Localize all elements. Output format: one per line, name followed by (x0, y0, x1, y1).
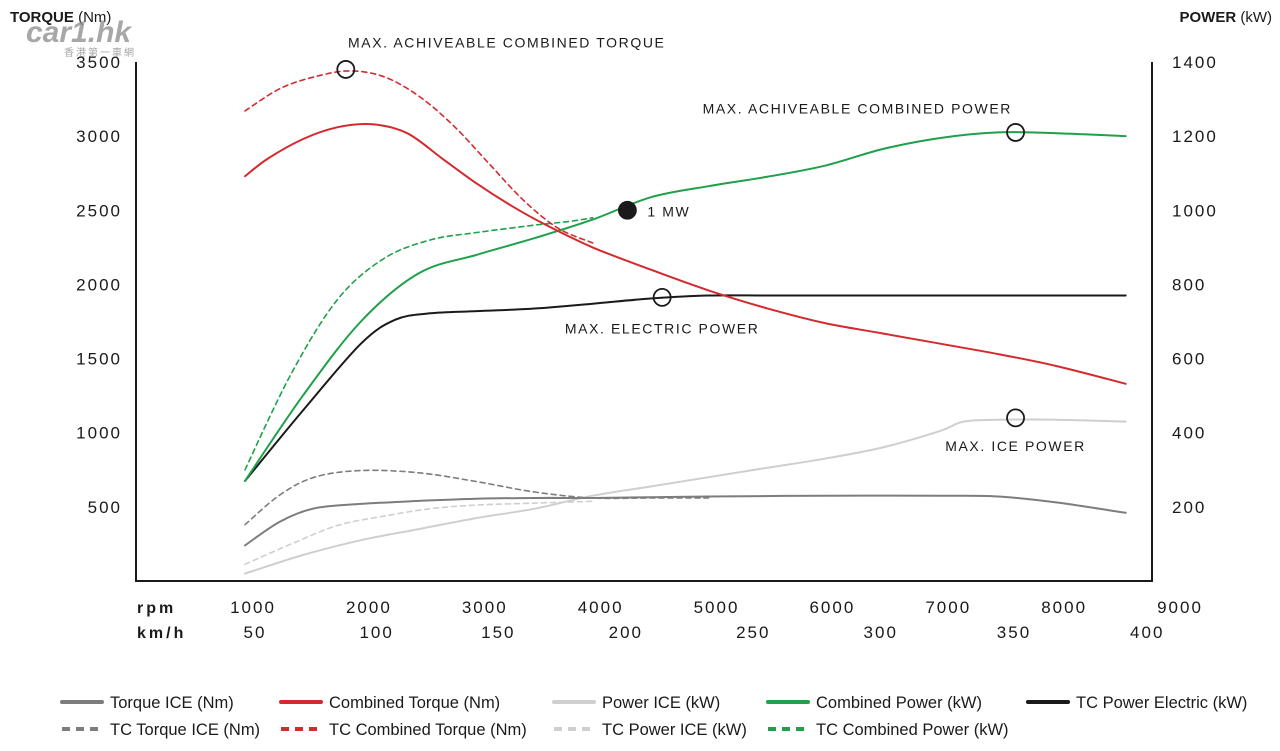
left-tick-label: 1500 (76, 350, 122, 369)
chart-legend: Torque ICE (Nm) Combined Torque (Nm) Power… (60, 694, 1247, 739)
legend-label: Combined Power (kW) (816, 694, 982, 712)
rpm-tick-label: 2000 (346, 598, 392, 617)
kmh-tick-label: 200 (609, 623, 643, 642)
kmh-tick-label: 250 (736, 623, 770, 642)
kmh-tick-label: 400 (1130, 623, 1164, 642)
kmh-axis-label: km/h (137, 625, 186, 642)
legend-label: Power ICE (kW) (602, 694, 720, 712)
legend-label: Torque ICE (Nm) (110, 694, 234, 712)
left-tick-label: 3500 (76, 53, 122, 72)
kmh-tick-label: 100 (359, 623, 393, 642)
rpm-tick-label: 1000 (230, 598, 276, 617)
right-tick-label: 200 (1172, 498, 1206, 517)
series-line-tc-combined-torque (244, 70, 594, 244)
series-line-tc-combined-power (244, 216, 594, 471)
series-line-torque-ice (244, 494, 1127, 547)
kmh-tick-label: 300 (864, 623, 898, 642)
left-tick-label: 1000 (76, 424, 122, 443)
legend-label: TC Power Electric (kW) (1076, 694, 1247, 712)
right-tick-label: 1000 (1172, 201, 1218, 220)
right-axis-title: POWER (kW) (1180, 9, 1273, 26)
kmh-tick-label: 50 (244, 623, 267, 642)
chart-annotations: MAX. ACHIVEABLE COMBINED TORQUE MAX. ACHI… (336, 34, 1086, 454)
annotation-marker (652, 288, 672, 307)
rpm-tick-label: 3000 (462, 598, 508, 617)
annotation-label: MAX. ELECTRIC POWER (565, 320, 760, 336)
left-axis-title: TORQUE (Nm) (10, 9, 111, 26)
rpm-tick-label: 7000 (925, 598, 971, 617)
right-tick-label: 600 (1172, 350, 1206, 369)
rpm-tick-label: 9000 (1157, 598, 1203, 617)
kmh-tick-label: 150 (481, 623, 515, 642)
series-line-power-ice (244, 418, 1127, 575)
rpm-tick-label: 8000 (1041, 598, 1087, 617)
annotation-marker (336, 60, 356, 79)
series-line-combined-power (244, 131, 1127, 482)
annotation-label: MAX. ACHIVEABLE COMBINED POWER (703, 100, 1012, 116)
right-tick-label: 400 (1172, 424, 1206, 443)
right-tick-label: 800 (1172, 275, 1206, 294)
rpm-tick-label: 5000 (694, 598, 740, 617)
annotation-marker (1006, 408, 1025, 428)
annotation-marker (1006, 123, 1025, 142)
right-tick-label: 1400 (1172, 53, 1218, 72)
legend-label: TC Combined Power (kW) (816, 721, 1009, 739)
series-line-tc-power-electric (244, 294, 1127, 482)
left-tick-label: 2000 (76, 275, 122, 294)
left-tick-label: 3000 (76, 127, 122, 146)
kmh-tick-label: 350 (997, 623, 1031, 642)
annotation-label: 1 MW (647, 203, 690, 219)
legend-label: TC Combined Torque (Nm) (329, 721, 527, 739)
series-line-tc-torque-ice (244, 469, 710, 526)
watermark-logo: car1.hk 香港第一車網 (26, 16, 136, 59)
annotation-label: MAX. ACHIVEABLE COMBINED TORQUE (348, 34, 665, 50)
left-tick-label: 500 (88, 498, 122, 517)
chart-series (244, 70, 1127, 575)
annotation-marker (617, 200, 637, 220)
series-line-tc-power-ice (244, 500, 594, 566)
rpm-axis-label: rpm (137, 600, 176, 617)
svg-text:car1.hk: car1.hk (26, 16, 132, 49)
legend-label: TC Torque ICE (Nm) (110, 721, 260, 739)
right-tick-label: 1200 (1172, 127, 1218, 146)
legend-label: TC Power ICE (kW) (602, 721, 747, 739)
chart-axes: TORQUE (Nm) POWER (kW) 500 1000 1500 2000 2500… (10, 9, 1272, 642)
legend-label: Combined Torque (Nm) (329, 694, 500, 712)
series-line-combined-torque (244, 122, 1127, 385)
rpm-tick-label: 6000 (809, 598, 855, 617)
left-tick-label: 2500 (76, 201, 122, 220)
svg-text:香港第一車網: 香港第一車網 (64, 46, 136, 59)
rpm-tick-label: 4000 (578, 598, 624, 617)
annotation-label: MAX. ICE POWER (945, 438, 1086, 454)
